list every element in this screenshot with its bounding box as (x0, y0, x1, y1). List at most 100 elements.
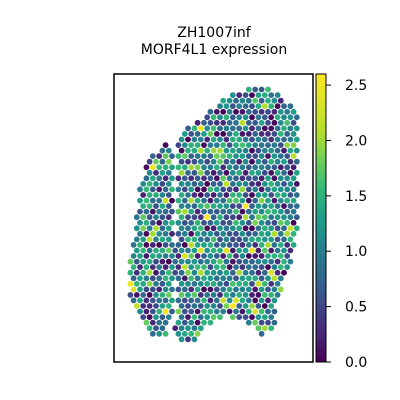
expression-spot (210, 169, 217, 176)
expression-spot (185, 314, 191, 320)
expression-spot (197, 225, 204, 232)
expression-spot (252, 264, 259, 270)
expression-spot (146, 303, 153, 309)
expression-spot (233, 219, 239, 226)
expression-spot (265, 164, 271, 171)
expression-spot (156, 219, 163, 226)
expression-spot (149, 319, 156, 326)
expression-spot (201, 264, 207, 270)
expression-spot (185, 303, 191, 309)
expression-spot (207, 131, 214, 137)
expression-spot (245, 253, 252, 259)
expression-spot (249, 92, 255, 98)
expression-spot (188, 319, 195, 326)
expression-spot (229, 92, 236, 98)
expression-spot (277, 197, 284, 204)
expression-spot (204, 169, 211, 176)
expression-spot (258, 253, 265, 259)
expression-spot (162, 164, 169, 171)
expression-spot (284, 119, 291, 126)
expression-spot (130, 253, 137, 259)
expression-spot (236, 158, 243, 165)
expression-spot (175, 330, 182, 337)
expression-spot (146, 214, 153, 221)
expression-spot (255, 136, 262, 143)
expression-spot (271, 208, 278, 215)
expression-spot (175, 153, 182, 160)
expression-spot (233, 275, 239, 282)
expression-spot (149, 275, 156, 282)
expression-spot (249, 103, 255, 110)
expression-spot (255, 125, 262, 132)
expression-spot (220, 164, 227, 171)
expression-spot (201, 286, 207, 293)
expression-spot (252, 319, 259, 326)
expression-spot (185, 125, 191, 132)
expression-spot (185, 158, 191, 165)
expression-spot (201, 153, 207, 160)
expression-spot (159, 236, 166, 243)
expression-spot (210, 292, 217, 298)
expression-spot (274, 103, 281, 110)
expression-spot (229, 147, 236, 154)
expression-spot (245, 153, 252, 160)
expression-spot (277, 275, 284, 282)
expression-spot (290, 197, 297, 204)
expression-spot (268, 247, 275, 254)
expression-spot (265, 86, 271, 93)
expression-spot (293, 158, 300, 165)
expression-spot (229, 158, 236, 165)
expression-spot (293, 147, 300, 154)
expression-spot (143, 230, 150, 237)
expression-spot (194, 286, 201, 293)
expression-spot (236, 280, 243, 287)
expression-spot (287, 192, 294, 198)
expression-spot (268, 181, 275, 187)
expression-spot (149, 219, 156, 226)
expression-spot (233, 119, 239, 126)
expression-spot (277, 186, 284, 193)
expression-spot (217, 169, 223, 176)
expression-spot (143, 297, 150, 304)
expression-spot (265, 297, 271, 304)
expression-spot (229, 292, 236, 298)
expression-spot (194, 264, 201, 270)
expression-spot (175, 286, 182, 293)
expression-spot (133, 258, 140, 265)
expression-spot (153, 181, 159, 187)
expression-spot (162, 253, 169, 259)
expression-spot (217, 292, 223, 298)
expression-spot (197, 169, 204, 176)
expression-spot (178, 303, 185, 309)
expression-spot (271, 197, 278, 204)
expression-spot (169, 275, 175, 282)
expression-spot (201, 131, 207, 137)
expression-spot (255, 103, 262, 110)
expression-spot (156, 208, 163, 215)
expression-spot (204, 236, 211, 243)
expression-spot (207, 153, 214, 160)
expression-spot (162, 297, 169, 304)
expression-spot (271, 319, 278, 326)
expression-spot (261, 114, 268, 121)
expression-spot (220, 108, 227, 115)
expression-spot (197, 236, 204, 243)
expression-spot (287, 214, 294, 221)
expression-spot (226, 230, 233, 237)
expression-spot (181, 164, 188, 171)
expression-spot (210, 280, 217, 287)
expression-spot (252, 219, 259, 226)
expression-spot (233, 175, 239, 182)
expression-spot (137, 186, 143, 193)
expression-spot (233, 186, 239, 193)
expression-spot (185, 225, 191, 232)
expression-spot (258, 86, 265, 93)
expression-spot (217, 214, 223, 221)
expression-spot (162, 219, 169, 226)
expression-spot (236, 192, 243, 198)
expression-spot (223, 158, 230, 165)
expression-spot (210, 269, 217, 276)
expression-spot (217, 114, 223, 121)
expression-spot (207, 219, 214, 226)
expression-spot (265, 186, 271, 193)
